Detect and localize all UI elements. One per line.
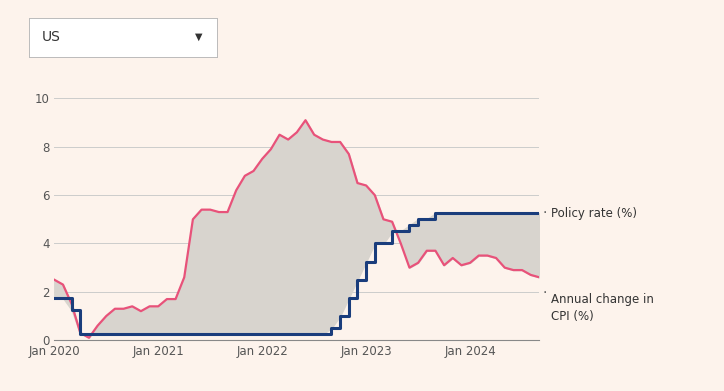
Text: ·: · <box>543 206 547 220</box>
Text: ·: · <box>543 286 547 300</box>
Text: US: US <box>42 30 61 44</box>
Text: Policy rate (%): Policy rate (%) <box>551 207 637 220</box>
Text: ▼: ▼ <box>195 31 202 41</box>
Text: Annual change in
CPI (%): Annual change in CPI (%) <box>551 293 654 323</box>
